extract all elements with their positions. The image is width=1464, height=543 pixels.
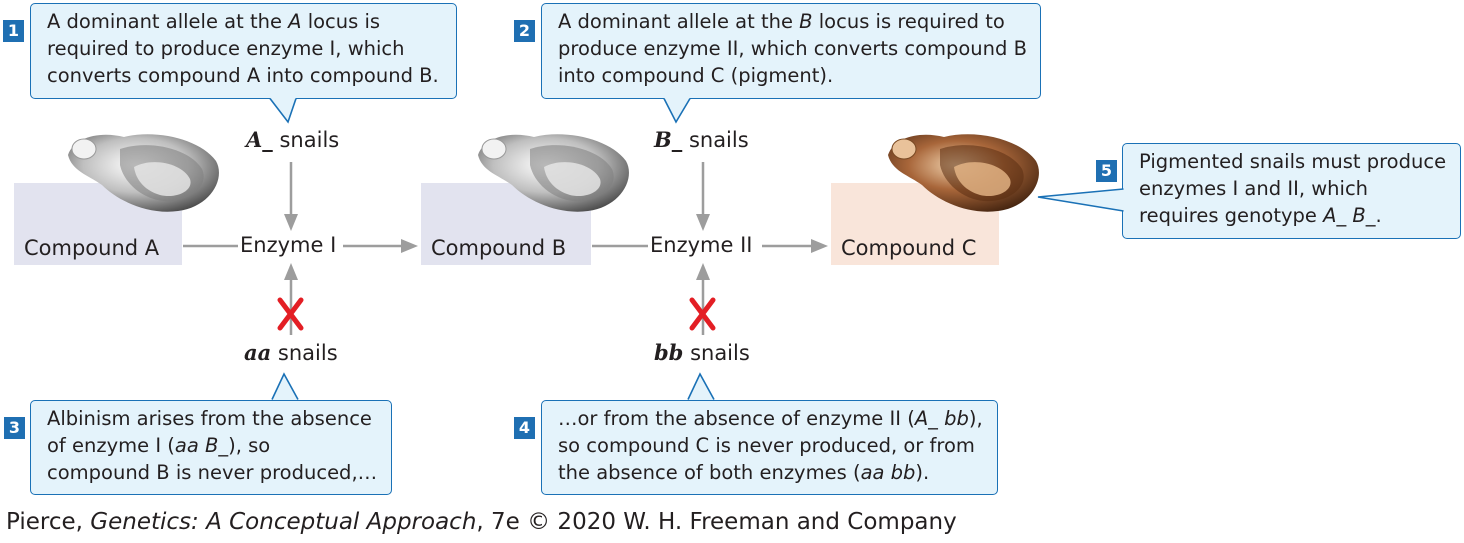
block-x-icon — [277, 297, 304, 331]
b-snails-word: snails — [688, 128, 749, 152]
compound-a-label: Compound A — [24, 236, 160, 260]
callout-5: Pigmented snails must produce enzymes I … — [1122, 143, 1461, 239]
callout-italic-text: A — [288, 10, 302, 33]
enzyme-2-label: Enzyme II — [648, 233, 755, 257]
callout-text: …or from the absence of enzyme II ( — [558, 407, 915, 430]
callout-4: …or from the absence of enzyme II (A_ bb… — [541, 400, 998, 495]
arrow-b-snails-down-head — [696, 214, 710, 231]
callout-text: A dominant allele at the — [558, 10, 800, 33]
callout-text: Albinism arises from the absence of enzy… — [47, 407, 372, 457]
a-snails-word: snails — [279, 128, 340, 152]
arrow-aa-snails-up-head — [284, 263, 298, 280]
callout-text: A dominant allele at the — [47, 10, 289, 33]
arrow-enzyme2-to-c-head — [811, 239, 828, 253]
albino-snail-b-image — [478, 134, 629, 212]
b-snails-label: B_ snails — [654, 127, 749, 152]
callout-text: ), so compound C is never produced, or f… — [558, 407, 983, 484]
callout-2-pointer — [663, 98, 691, 124]
compound-b-label: Compound B — [431, 236, 567, 260]
callout-4-pointer — [687, 372, 715, 400]
callout-italic-text: aa bb — [860, 461, 916, 484]
callout-3-number-badge: 3 — [4, 417, 25, 439]
callout-5-number-badge: 5 — [1096, 160, 1117, 182]
callout-text: ). — [915, 461, 930, 484]
callout-2-number-badge: 2 — [514, 20, 535, 42]
credit-author: Pierce, — [6, 509, 91, 535]
callout-3: Albinism arises from the absence of enzy… — [30, 400, 392, 495]
aa-snails-genotype: aa — [244, 340, 272, 365]
arrow-enzyme1-to-b-head — [401, 239, 418, 253]
callout-4-number-badge: 4 — [514, 417, 535, 439]
callout-text: locus is required to produce enzyme II, … — [558, 10, 1027, 87]
callout-text: locus is required to produce enzyme I, w… — [47, 10, 439, 87]
bb-snails-genotype: bb — [654, 340, 684, 365]
callout-text: . — [1375, 204, 1382, 227]
albino-snail-a-image — [68, 134, 219, 212]
aa-snails-label: aa snails — [244, 340, 338, 365]
callout-italic-text: B — [799, 10, 813, 33]
callout-3-pointer — [271, 372, 299, 400]
callout-2: A dominant allele at the B locus is requ… — [541, 3, 1041, 99]
callout-text: ), so compound B is never produced,… — [47, 434, 378, 484]
callout-1-number-badge: 1 — [3, 20, 24, 42]
callout-5-pointer — [1037, 188, 1124, 212]
arrow-bb-snails-up-head — [696, 263, 710, 280]
callout-italic-text: aa B_ — [174, 434, 229, 457]
credit-edition-publisher: , 7e © 2020 W. H. Freeman and Company — [476, 509, 957, 535]
block-x-icon — [689, 297, 716, 331]
callout-1-pointer — [269, 98, 297, 124]
enzyme-1-label: Enzyme I — [238, 233, 339, 257]
callout-1: A dominant allele at the A locus is requ… — [30, 3, 457, 99]
a-snails-genotype: A_ — [246, 127, 273, 152]
bb-snails-label: bb snails — [654, 340, 750, 365]
bb-snails-word: snails — [690, 341, 750, 365]
credit-book-title: Genetics: A Conceptual Approach — [90, 509, 477, 535]
aa-snails-word: snails — [277, 341, 338, 365]
callout-italic-text: A_ bb — [914, 407, 969, 430]
arrow-a-snails-down-head — [284, 214, 298, 231]
pigmented-snail-c-image — [888, 134, 1039, 212]
callout-text: Pigmented snails must produce enzymes I … — [1139, 150, 1447, 227]
a-snails-label: A_ snails — [246, 127, 339, 152]
callout-italic-text: A_ B_ — [1323, 204, 1376, 227]
compound-c-label: Compound C — [841, 236, 977, 260]
b-snails-genotype: B_ — [654, 127, 683, 152]
figure-credit: Pierce, Genetics: A Conceptual Approach,… — [6, 509, 957, 535]
